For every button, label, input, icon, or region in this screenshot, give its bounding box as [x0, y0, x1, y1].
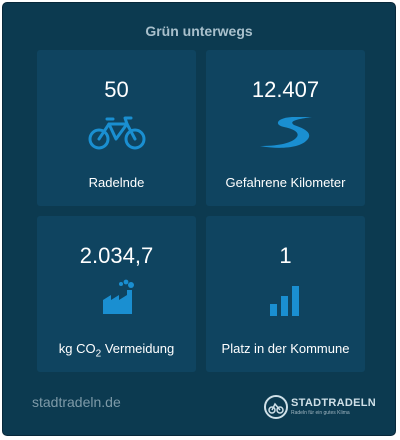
stat-label: Radelnde	[88, 175, 145, 190]
stat-tile-co2: 2.034,7 kg CO2 Vermeidung	[37, 216, 196, 372]
bicycle-icon	[37, 112, 196, 152]
stat-tile-rank: 1 Platz in der Kommune	[206, 216, 365, 372]
stat-value: 12.407	[251, 77, 320, 102]
stat-value: 1	[279, 243, 292, 268]
stat-label: kg CO2 Vermeidung	[37, 341, 196, 360]
stat-tile-cyclists: 50 Radelnde	[37, 50, 196, 206]
stat-label: Platz in der Kommune	[221, 341, 350, 356]
logo-icon	[264, 395, 288, 419]
stat-tile-kilometers: 12.407 Gefahrene Kilometer	[206, 50, 365, 206]
stat-label: Gefahrene Kilometer	[225, 175, 346, 190]
stadtradeln-logo[interactable]: STADTRADELN Radeln für ein gutes Klima	[261, 394, 381, 424]
widget-title: Grün unterwegs	[145, 23, 253, 39]
stadtradeln-link[interactable]: stadtradeln.de	[32, 394, 121, 410]
label-prefix: kg CO	[58, 341, 96, 356]
stadtradeln-widget: Grün unterwegs 50 Radelnde 12.407	[2, 2, 396, 436]
factory-icon	[37, 278, 196, 318]
road-icon	[206, 112, 365, 152]
brand-name: STADTRADELN	[291, 397, 376, 409]
bar-chart-icon	[206, 278, 365, 318]
brand-claim: Radeln für ein gutes Klima	[291, 410, 350, 416]
stat-value: 50	[104, 77, 129, 102]
stat-value: 2.034,7	[79, 243, 154, 268]
label-suffix: Vermeidung	[101, 341, 175, 356]
label-subscript: 2	[95, 348, 102, 360]
